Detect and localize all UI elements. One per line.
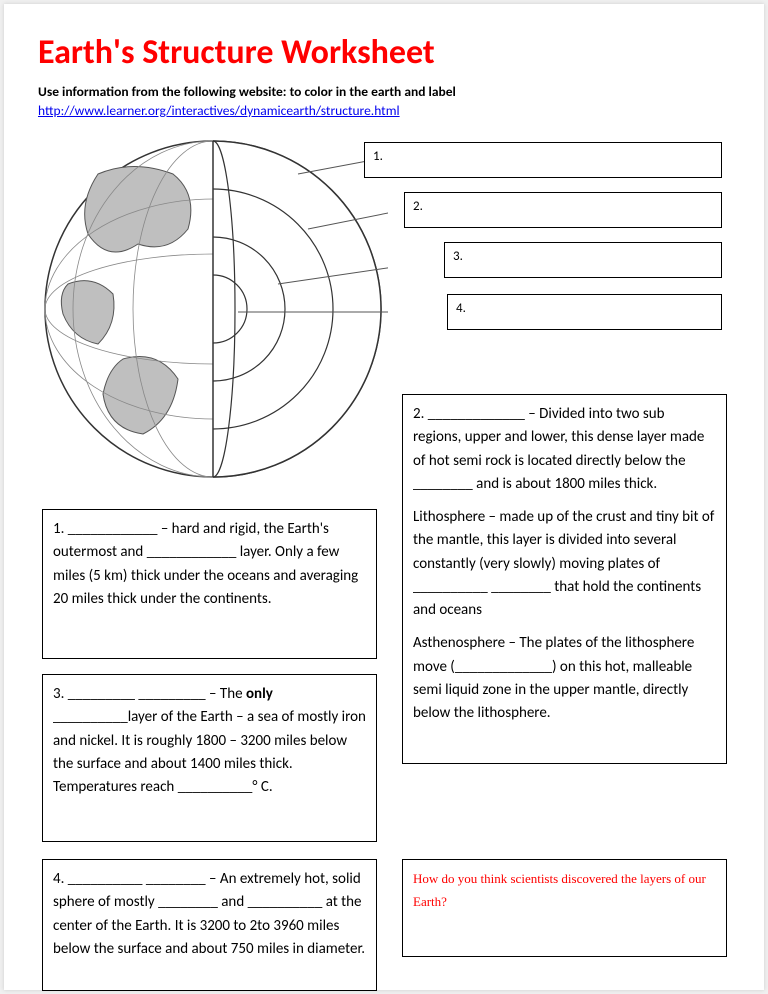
worksheet-page: Earth's Structure Worksheet Use informat… (4, 4, 764, 990)
label-2-text: 2. (413, 199, 423, 214)
definition-box-2: 2. _____________ – Divided into two sub … (402, 394, 727, 764)
box2-p2: Lithosphere – made up of the crust and t… (413, 506, 716, 622)
question-box: How do you think scientists discovered t… (402, 859, 727, 957)
definition-box-1: 1. ____________ – hard and rigid, the Ea… (42, 509, 377, 659)
label-1-text: 1. (373, 149, 383, 164)
box4-text: 4. __________ ________ – An extremely ho… (53, 870, 365, 958)
box3-bold: only (246, 685, 273, 703)
box3-prefix: 3. _________ _________ – The (53, 685, 246, 703)
layer-label-3: 3. (444, 242, 722, 278)
earth-diagram (38, 134, 388, 484)
definition-box-4: 4. __________ ________ – An extremely ho… (42, 859, 377, 991)
label-4-text: 4. (456, 301, 466, 316)
box3-suffix: __________layer of the Earth – a sea of … (53, 708, 366, 796)
layer-label-1: 1. (364, 142, 722, 178)
definition-box-3: 3. _________ _________ – The only ______… (42, 674, 377, 842)
box1-text: 1. ____________ – hard and rigid, the Ea… (53, 520, 358, 608)
layer-label-4: 4. (447, 294, 722, 330)
source-link[interactable]: http://www.learner.org/interactives/dyna… (38, 102, 400, 119)
question-text: How do you think scientists discovered t… (413, 871, 706, 909)
box2-p3: Asthenosphere – The plates of the lithos… (413, 632, 716, 725)
instructions-text: Use information from the following websi… (38, 83, 730, 101)
label-3-text: 3. (453, 249, 463, 264)
layer-label-2: 2. (404, 192, 722, 228)
earth-cutaway-icon (38, 134, 388, 484)
box2-p1: 2. _____________ – Divided into two sub … (413, 403, 716, 496)
page-title: Earth's Structure Worksheet (38, 32, 730, 73)
